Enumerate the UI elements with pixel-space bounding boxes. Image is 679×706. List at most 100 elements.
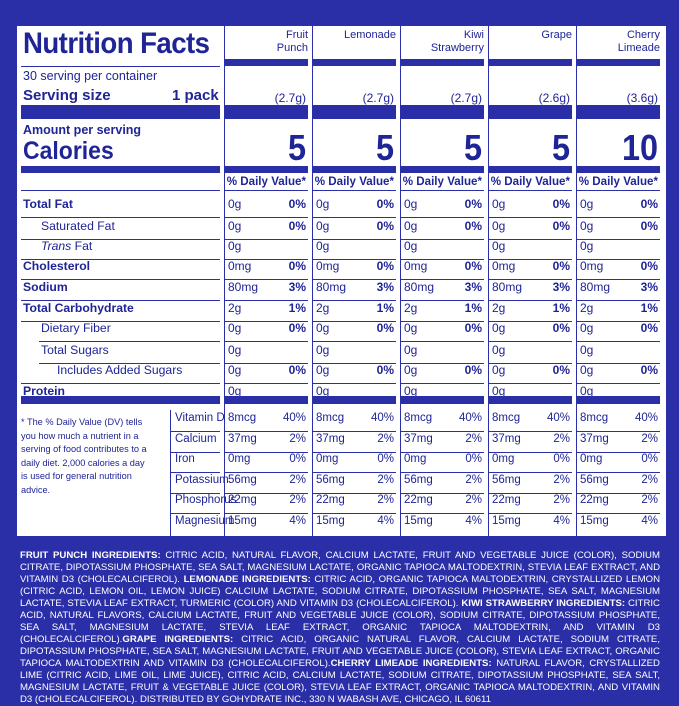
dv-underline — [401, 190, 484, 191]
nutrient-dv: 0% — [640, 259, 658, 273]
row-divider — [21, 259, 220, 260]
vitamin-divider — [401, 493, 484, 494]
vitamin-divider — [313, 513, 396, 514]
nutrient-dv: 0% — [288, 219, 306, 233]
row-divider — [313, 217, 396, 218]
vitamin-divider — [489, 431, 572, 432]
vitamin-divider — [225, 472, 308, 473]
dv-underline — [313, 190, 396, 191]
flavor-serving-bar — [401, 105, 484, 119]
nutrient-dv: 0% — [376, 363, 394, 377]
nutrient-label: Dietary Fiber — [41, 321, 111, 335]
nutrient-amount: 0g — [228, 384, 242, 398]
dv-underline — [225, 190, 308, 191]
nutrient-dv: 0% — [376, 197, 394, 211]
ingredient-text: CITRIC ACID, NATURAL FLAVORS, CALCIUM LA… — [20, 598, 660, 645]
ingredient-label: LEMONADE INGREDIENTS: — [183, 574, 311, 585]
vitamin-dv: 2% — [465, 494, 482, 506]
vitamin-dv: 2% — [289, 433, 306, 445]
nutrient-amount: 0g — [492, 343, 506, 357]
flavor-calories-bar — [577, 166, 660, 173]
row-divider — [21, 217, 220, 218]
vitamin-divider — [401, 513, 484, 514]
nutrient-amount: 0g — [316, 384, 330, 398]
nutrient-amount: 0g — [404, 384, 418, 398]
vitamin-dv: 2% — [465, 433, 482, 445]
nutrient-label: Protein — [23, 384, 65, 398]
row-divider — [489, 259, 572, 260]
vitamin-divider — [171, 431, 220, 432]
nutrient-amount: 2g — [316, 301, 330, 315]
nutrient-amount: 0g — [316, 321, 330, 335]
vitamin-dv: 2% — [377, 474, 394, 486]
flavor-serving: (3.6g) — [626, 91, 658, 105]
nutrient-dv: 0% — [640, 363, 658, 377]
vitamin-amount: 37mg — [492, 433, 521, 445]
vitamin-label: Magnesium — [175, 515, 235, 527]
row-divider — [489, 217, 572, 218]
flavor-serving-bar — [577, 105, 660, 119]
row-divider — [225, 239, 308, 240]
vitamin-amount: 56mg — [580, 474, 609, 486]
trans-fat-suffix: Fat — [71, 239, 93, 253]
nutrient-amount: 0g — [492, 321, 506, 335]
flavor-header-bar — [225, 59, 308, 66]
nutrient-dv: 0% — [464, 197, 482, 211]
ingredient-text: CITRIC ACID, ORGANIC TAPIOCA MALTODEXTRI… — [20, 574, 660, 609]
dv-underline — [489, 190, 572, 191]
vitamin-divider — [577, 513, 660, 514]
vitamin-amount: 0mg — [580, 453, 603, 465]
ingredients-text: FRUIT PUNCH INGREDIENTS: CITRIC ACID, NA… — [20, 550, 660, 706]
flavor-column: Kiwi Strawberry (2.7g) 5 % Daily Value* 0g 0%… — [400, 26, 486, 536]
flavor-serving: (2.6g) — [538, 91, 570, 105]
nutrient-label: Total Fat — [23, 197, 73, 211]
ingredient-label: CHERRY LIMEADE INGREDIENTS: — [330, 658, 492, 669]
nutrient-dv: 1% — [288, 301, 306, 315]
vitamin-dv: 4% — [465, 515, 482, 527]
vitamin-divider — [489, 472, 572, 473]
ingredient-label: FRUIT PUNCH INGREDIENTS: — [20, 550, 161, 561]
vitamin-dv: 2% — [553, 474, 570, 486]
nutrient-dv: 1% — [552, 301, 570, 315]
nutrient-amount: 0g — [404, 321, 418, 335]
vitamin-amount: 8mcg — [228, 412, 257, 424]
nutrient-dv: 0% — [464, 321, 482, 335]
daily-value-header: % Daily Value* — [490, 175, 570, 188]
vitamin-amount: 22mg — [492, 494, 521, 506]
vitamin-amount: 22mg — [316, 494, 345, 506]
nutrient-dv: 0% — [376, 321, 394, 335]
flavor-calories: 10 — [621, 127, 658, 168]
row-divider — [401, 383, 484, 384]
flavor-name: Lemonade — [344, 29, 396, 41]
ingredient-label: KIWI STRAWBERRY INGREDIENTS: — [461, 598, 626, 609]
row-divider — [21, 279, 220, 280]
row-divider — [489, 321, 572, 322]
vitamin-label: Phosphorus — [175, 494, 237, 506]
column-border — [224, 26, 225, 536]
row-divider — [401, 321, 484, 322]
nutrient-label: Includes Added Sugars — [57, 363, 183, 377]
flavor-calories: 5 — [375, 127, 394, 168]
row-divider — [577, 217, 660, 218]
nutrient-amount: 80mg — [492, 280, 523, 294]
row-divider — [225, 383, 308, 384]
vitamin-dv: 0% — [289, 453, 306, 465]
row-divider — [489, 279, 572, 280]
vitamin-amount: 15mg — [316, 515, 345, 527]
flavor-name: Grape — [541, 29, 572, 41]
row-divider — [577, 383, 660, 384]
vitamin-amount: 15mg — [404, 515, 433, 527]
nutrient-amount: 0g — [404, 239, 418, 253]
flavor-calories-bar — [401, 166, 484, 173]
vitamin-dv: 4% — [553, 515, 570, 527]
vitamin-dv: 40% — [546, 412, 570, 424]
nutrient-dv: 0% — [552, 197, 570, 211]
row-divider — [313, 259, 396, 260]
vitamin-amount: 56mg — [492, 474, 521, 486]
nutrient-amount: 0g — [316, 239, 330, 253]
flavor-column: Cherry Limeade (3.6g) 10 % Daily Value* 0g 0%… — [576, 26, 662, 536]
flavor-serving: (2.7g) — [274, 91, 306, 105]
vitamin-amount: 56mg — [316, 474, 345, 486]
vitamin-dv: 2% — [553, 494, 570, 506]
flavor-serving: (2.7g) — [362, 91, 394, 105]
